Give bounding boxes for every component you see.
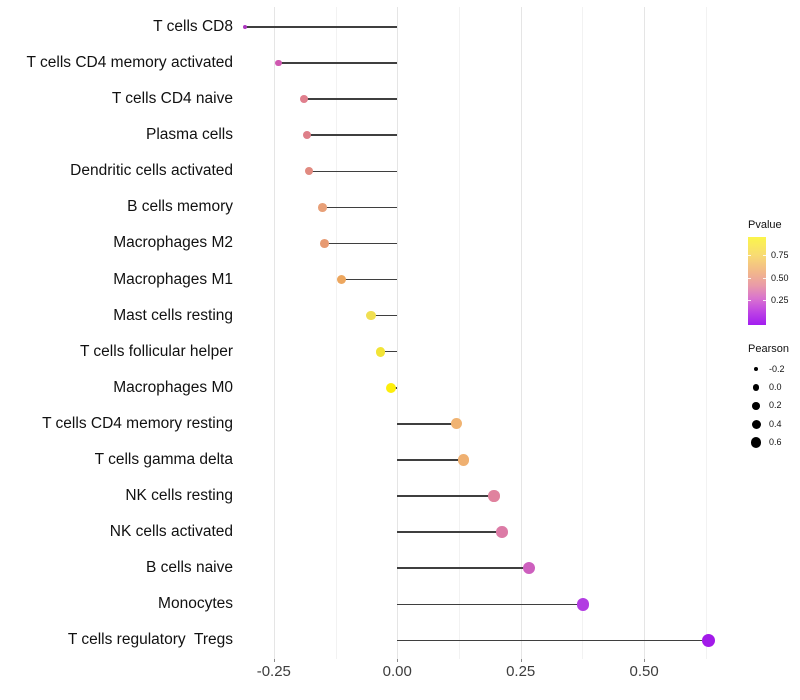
colorbar-tick <box>748 300 751 302</box>
colorbar-tick <box>763 278 766 279</box>
gridline-minor <box>458 7 460 659</box>
x-tick-mark <box>273 658 275 662</box>
lollipop-dot <box>386 382 397 393</box>
pearson-legend-dot <box>751 419 761 429</box>
gridline-minor <box>582 7 584 659</box>
lollipop-stem <box>322 206 398 209</box>
y-axis-label: Plasma cells <box>146 126 233 144</box>
y-axis-label: T cells CD4 naive <box>111 90 233 108</box>
colorbar-tick-label: 0.75 <box>771 249 789 260</box>
lollipop-stem <box>304 98 398 100</box>
pearson-legend-dot <box>752 402 760 410</box>
y-axis-label: Monocytes <box>158 595 233 613</box>
pvalue-legend-title: Pvalue <box>748 219 782 231</box>
lollipop-dot <box>336 275 346 285</box>
gridline-major <box>397 7 399 659</box>
lollipop-stem <box>245 26 398 28</box>
colorbar-tick <box>748 255 751 257</box>
lollipop-stem <box>324 242 398 245</box>
x-tick-mark <box>397 658 399 662</box>
lollipop-stem <box>397 423 457 425</box>
lollipop-dot <box>243 25 248 29</box>
lollipop-dot <box>302 131 311 140</box>
x-tick-label: 0.25 <box>506 662 536 680</box>
x-tick-label: 0.00 <box>382 662 412 680</box>
gridline-minor <box>335 7 337 659</box>
gridline-major <box>520 7 522 659</box>
pearson-legend-label: 0.0 <box>769 382 782 393</box>
pearson-legend-dot <box>752 384 760 391</box>
pearson-legend-label: 0.6 <box>769 437 782 447</box>
gridline-major <box>273 7 275 659</box>
y-axis-label: Dendritic cells activated <box>70 162 233 180</box>
lollipop-dot <box>576 597 590 611</box>
y-axis-label: T cells CD4 memory resting <box>42 414 233 432</box>
pearson-legend-label: 0.4 <box>769 418 782 429</box>
x-tick-label: -0.25 <box>256 662 291 680</box>
lollipop-stem <box>397 459 464 461</box>
y-axis-label: T cells follicular helper <box>79 342 233 360</box>
y-axis-label: T cells regulatory Tregs <box>67 631 233 649</box>
lollipop-stem <box>380 350 398 353</box>
pearson-legend-dot <box>753 367 759 372</box>
lollipop-stem <box>397 531 502 533</box>
pearson-legend-label: 0.2 <box>769 400 782 411</box>
lollipop-dot <box>300 95 309 104</box>
gridline-minor <box>705 7 707 659</box>
y-axis-label: B cells memory <box>127 198 233 216</box>
pvalue-colorbar <box>748 237 766 325</box>
x-tick-mark <box>644 658 646 662</box>
colorbar-tick <box>763 300 766 302</box>
y-axis-label: Macrophages M0 <box>113 378 233 396</box>
colorbar-tick <box>763 255 766 257</box>
pearson-legend-title: Pearson <box>748 343 789 355</box>
lollipop-dot <box>319 239 329 248</box>
colorbar-tick <box>748 278 751 279</box>
lollipop-dot <box>366 310 376 321</box>
lollipop-stem <box>397 603 583 606</box>
lollipop-dot <box>451 418 462 430</box>
lollipop-stem <box>278 62 398 64</box>
y-axis-label: NK cells activated <box>109 523 233 541</box>
lollipop-stem <box>371 314 398 317</box>
lollipop-stem <box>397 567 529 569</box>
y-axis-label: T cells CD8 <box>153 18 233 35</box>
y-axis-label: NK cells resting <box>125 487 233 505</box>
y-axis-label: T cells CD4 memory activated <box>26 54 233 72</box>
lollipop-dot <box>522 562 535 575</box>
lollipop-dot <box>318 203 327 212</box>
lollipop-stem <box>341 278 398 281</box>
lollipop-stem <box>397 495 495 497</box>
lollipop-stem <box>306 134 398 136</box>
lollipop-stem <box>308 170 398 173</box>
x-tick-mark <box>520 658 522 662</box>
lollipop-dot <box>496 526 508 538</box>
lollipop-stem <box>397 639 709 642</box>
colorbar-tick-label: 0.25 <box>771 294 789 305</box>
gridline-major <box>644 7 646 659</box>
lollipop-dot <box>458 454 470 466</box>
pearson-legend-dot <box>750 437 762 448</box>
lollipop-dot <box>702 633 716 648</box>
y-axis-label: B cells naive <box>145 559 233 577</box>
lollipop-dot <box>488 490 500 502</box>
lollipop-dot <box>304 167 313 176</box>
y-axis-label: Macrophages M2 <box>113 234 233 252</box>
pearson-legend-label: -0.2 <box>769 363 785 374</box>
y-axis-label: T cells gamma delta <box>94 450 233 468</box>
y-axis-label: Mast cells resting <box>113 306 233 324</box>
y-axis-label: Macrophages M1 <box>113 270 233 288</box>
colorbar-tick-label: 0.50 <box>771 272 789 283</box>
lollipop-dot <box>375 346 386 357</box>
lollipop-dot <box>275 59 283 67</box>
x-tick-label: 0.50 <box>629 662 659 680</box>
